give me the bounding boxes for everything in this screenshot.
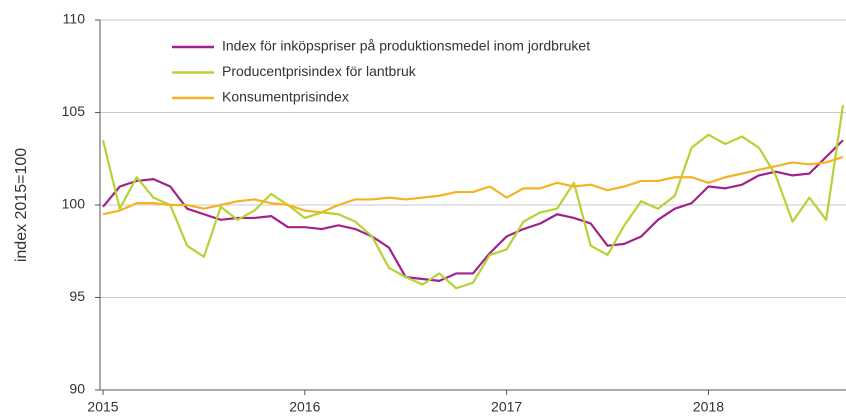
y-axis-label: index 2015=100 xyxy=(13,148,30,262)
x-tick-label: 2015 xyxy=(87,399,118,415)
legend-label: Konsumentprisindex xyxy=(222,89,349,105)
y-tick-label: 95 xyxy=(69,288,85,304)
series-line xyxy=(102,139,844,282)
legend-label: Producentprisindex för lantbruk xyxy=(222,63,417,79)
legend-label: Index för inköpspriser på produktionsmed… xyxy=(222,38,590,54)
x-tick-label: 2017 xyxy=(491,399,522,415)
x-tick-label: 2016 xyxy=(289,399,320,415)
y-tick-label: 100 xyxy=(62,196,86,212)
y-tick-label: 90 xyxy=(69,381,85,397)
series-line xyxy=(101,104,845,290)
y-tick-label: 105 xyxy=(62,103,86,119)
series-line xyxy=(102,155,844,216)
y-tick-label: 110 xyxy=(63,11,86,27)
x-tick-label: 2018 xyxy=(693,399,724,415)
